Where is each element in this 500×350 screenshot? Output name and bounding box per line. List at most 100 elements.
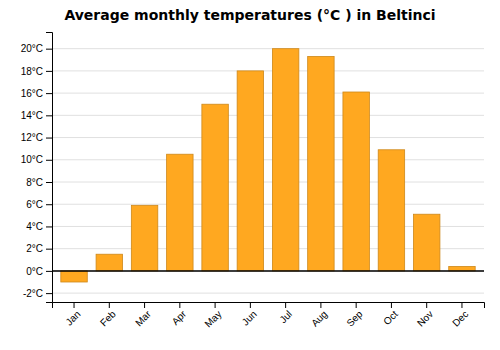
x-tick-mark bbox=[74, 302, 75, 308]
x-tick-mark bbox=[250, 302, 251, 308]
x-tick-mark bbox=[215, 302, 216, 308]
x-tick-label: Feb bbox=[98, 308, 118, 328]
grid-line bbox=[52, 115, 484, 116]
y-tick: 4°C bbox=[26, 221, 52, 232]
x-tick-mark bbox=[144, 302, 145, 308]
grid bbox=[52, 49, 484, 293]
y-tick-label: -2°C bbox=[23, 288, 43, 299]
grid-line bbox=[52, 93, 484, 94]
y-tick-mark bbox=[46, 226, 52, 227]
y-tick-label: 14°C bbox=[21, 110, 43, 121]
x-tick-label: Mar bbox=[133, 308, 153, 328]
grid-line bbox=[52, 48, 484, 49]
zero-line bbox=[52, 270, 484, 272]
grid-line bbox=[52, 137, 484, 138]
x-tick-mark bbox=[285, 302, 286, 308]
x-tick-mark bbox=[320, 302, 321, 308]
x-axis: Jan Feb Mar Apr May Jun Jul Aug Sep Oct Nov Dec bbox=[53, 302, 485, 330]
x-tick-mark bbox=[356, 302, 357, 308]
grid-line bbox=[52, 293, 484, 294]
y-tick-label: 2°C bbox=[26, 243, 43, 254]
y-tick-label: 4°C bbox=[26, 221, 43, 232]
y-axis: -2°C 0°C 2°C 4°C 6°C 8°C 10°C 12°C 14°C 16°C 18°C 2… bbox=[21, 33, 53, 303]
y-tick-mark bbox=[46, 138, 52, 139]
x-tick: May bbox=[202, 302, 223, 330]
x-tick-label: Dec bbox=[450, 308, 470, 328]
x-axis-line bbox=[53, 303, 485, 309]
chart-container: Average monthly temperatures (°C ) in Be… bbox=[0, 0, 500, 350]
y-tick: 10°C bbox=[21, 154, 52, 165]
y-tick-label: 6°C bbox=[26, 199, 43, 210]
x-tick-label: Oct bbox=[381, 308, 400, 327]
y-tick-label: 16°C bbox=[21, 88, 43, 99]
y-tick: 0°C bbox=[26, 266, 52, 277]
x-tick-label: Jul bbox=[277, 308, 294, 325]
y-tick: 8°C bbox=[26, 177, 52, 188]
y-tick-mark bbox=[46, 271, 52, 272]
y-tick-mark bbox=[46, 249, 52, 250]
bar bbox=[96, 254, 122, 271]
x-tick-label: Nov bbox=[415, 308, 435, 328]
y-tick-label: 18°C bbox=[21, 66, 43, 77]
x-tick-label: Sep bbox=[344, 308, 365, 329]
x-tick: Dec bbox=[450, 302, 470, 329]
y-tick: 16°C bbox=[21, 88, 52, 99]
bar bbox=[343, 92, 369, 271]
y-tick: 14°C bbox=[21, 110, 52, 121]
y-tick-mark bbox=[46, 115, 52, 116]
x-tick-label: Jan bbox=[63, 308, 82, 327]
y-tick-label: 10°C bbox=[21, 154, 43, 165]
x-tick: Sep bbox=[344, 302, 365, 329]
y-tick-label: 20°C bbox=[21, 43, 43, 54]
x-tick-label: Aug bbox=[309, 308, 329, 328]
chart-svg: Average monthly temperatures (°C ) in Be… bbox=[0, 0, 500, 350]
x-tick-mark bbox=[426, 302, 427, 308]
chart-title: Average monthly temperatures (°C ) in Be… bbox=[64, 7, 435, 23]
x-tick: Mar bbox=[133, 302, 153, 328]
bar bbox=[237, 71, 263, 271]
bar bbox=[413, 214, 439, 271]
y-tick-mark bbox=[46, 204, 52, 205]
y-tick-mark bbox=[46, 293, 52, 294]
y-tick: 18°C bbox=[21, 66, 52, 77]
x-tick: Jan bbox=[63, 302, 82, 328]
x-tick-label: May bbox=[202, 308, 223, 329]
grid-line bbox=[52, 182, 484, 183]
y-tick-mark bbox=[46, 160, 52, 161]
y-tick: 12°C bbox=[21, 132, 52, 143]
x-tick: Oct bbox=[381, 302, 400, 327]
y-tick-mark bbox=[46, 71, 52, 72]
x-tick-mark bbox=[461, 302, 462, 308]
bar bbox=[131, 205, 157, 271]
x-tick-label: Jun bbox=[240, 308, 259, 327]
grid-line bbox=[52, 270, 484, 271]
x-tick: Jun bbox=[240, 302, 259, 328]
x-tick: Feb bbox=[98, 302, 118, 328]
y-tick: -2°C bbox=[23, 288, 52, 299]
y-axis-line bbox=[46, 33, 53, 303]
grid-line bbox=[52, 159, 484, 160]
y-tick: 20°C bbox=[21, 43, 52, 54]
x-tick: Apr bbox=[170, 302, 189, 327]
y-tick-label: 8°C bbox=[26, 177, 43, 188]
bar bbox=[308, 56, 334, 270]
bars bbox=[52, 49, 484, 282]
y-tick: 6°C bbox=[26, 199, 52, 210]
x-tick-mark bbox=[179, 302, 180, 308]
y-tick-label: 12°C bbox=[21, 132, 43, 143]
bar bbox=[378, 150, 404, 271]
y-tick-mark bbox=[46, 182, 52, 183]
x-tick: Nov bbox=[415, 302, 435, 329]
grid-line bbox=[52, 204, 484, 205]
x-tick-mark bbox=[109, 302, 110, 308]
y-tick-mark bbox=[46, 49, 52, 50]
x-tick: Jul bbox=[277, 302, 294, 325]
grid-line bbox=[52, 70, 484, 71]
x-tick: Aug bbox=[309, 302, 329, 329]
y-tick: 2°C bbox=[26, 243, 52, 254]
x-tick-mark bbox=[391, 302, 392, 308]
y-tick-mark bbox=[46, 93, 52, 94]
bar bbox=[167, 154, 193, 271]
bar bbox=[61, 271, 87, 282]
bar bbox=[202, 104, 228, 271]
